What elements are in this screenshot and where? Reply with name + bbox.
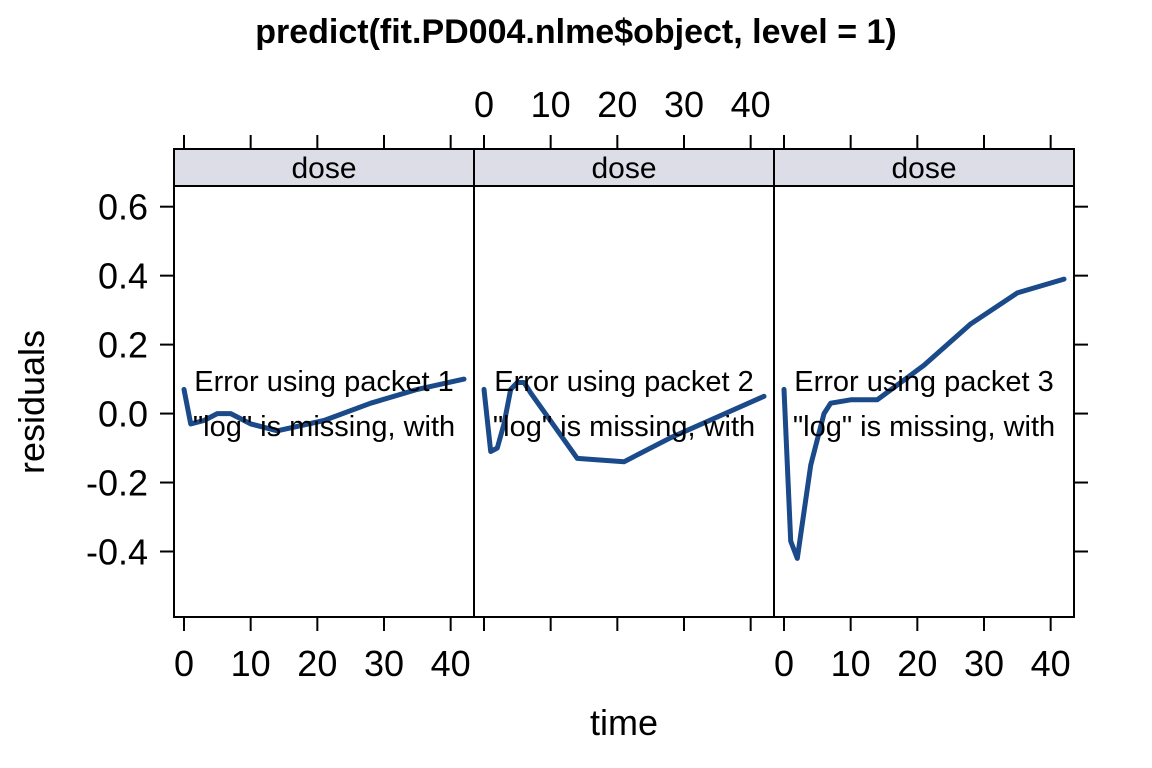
error-text-3-2: "log" is missing, with — [793, 411, 1055, 443]
y-tick-label-4: 0.4 — [98, 256, 148, 297]
x-tick-label-bottom-p3-3: 30 — [964, 643, 1004, 684]
chart-title: predict(fit.PD004.nlme$object, level = 1… — [255, 13, 897, 51]
strip-3 — [773, 148, 1075, 187]
y-tick-label-5: 0.6 — [98, 187, 148, 228]
x-tick-label-top-p2-1: 10 — [531, 84, 571, 125]
strip-label-3: dose — [891, 152, 956, 185]
error-text-3-1: Error using packet 3 — [794, 366, 1054, 398]
error-text-1-1: Error using packet 1 — [194, 366, 454, 398]
x-tick-label-bottom-p3-2: 20 — [897, 643, 937, 684]
y-axis: -0.4 -0.2 0.0 0.2 0.4 0.6 — [86, 187, 1088, 572]
x-tick-label-bottom-p3-0: 0 — [774, 643, 794, 684]
x-tick-label-top-p2-0: 0 — [474, 84, 494, 125]
x-tick-label-top-p2-4: 40 — [731, 84, 771, 125]
x-tick-label-bottom-p1-3: 30 — [364, 643, 404, 684]
x-tick-label-bottom-p3-4: 40 — [1031, 643, 1071, 684]
panel-2: dose Error using packet 2 "log" is missing… — [473, 148, 775, 618]
x-tick-label-bottom-p1-1: 10 — [231, 643, 271, 684]
series-line-panel-1 — [181, 376, 467, 434]
x-tick-label-bottom-p1-2: 20 — [297, 643, 337, 684]
strip-label-1: dose — [291, 152, 356, 185]
y-tick-label-3: 0.2 — [98, 325, 148, 366]
x-tick-label-bottom-p3-1: 10 — [831, 643, 871, 684]
x-tick-label-top-p2-3: 30 — [664, 84, 704, 125]
error-text-1-2: "log" is missing, with — [193, 411, 455, 443]
strip-label-2: dose — [591, 152, 656, 185]
strip-1 — [173, 148, 475, 187]
panel-3: dose Error using packet 3 "log" is missing… — [773, 148, 1075, 618]
panels: dose Error using packet 1 "log" is missing… — [173, 148, 1075, 618]
x-axes: 0 0 0 10 10 10 20 20 20 30 30 30 40 40 40 — [174, 84, 1071, 684]
y-tick-label-2: 0.0 — [98, 394, 148, 435]
x-tick-label-bottom-p1-0: 0 — [174, 643, 194, 684]
panel-frame-3 — [773, 185, 1075, 618]
panel-1: dose Error using packet 1 "log" is missing… — [173, 148, 475, 618]
panel-frame-2 — [473, 185, 775, 618]
y-tick-label-0: -0.4 — [86, 531, 148, 572]
y-axis-label: residuals — [11, 330, 52, 474]
error-text-2-2: "log" is missing, with — [493, 411, 755, 443]
series-line-panel-3 — [781, 276, 1067, 561]
x-tick-label-top-p2-2: 20 — [597, 84, 637, 125]
y-tick-label-1: -0.2 — [86, 463, 148, 504]
x-tick-label-bottom-p1-4: 40 — [431, 643, 471, 684]
series-line-panel-2 — [481, 380, 767, 465]
error-text-2-1: Error using packet 2 — [494, 366, 754, 398]
strip-2 — [473, 148, 775, 187]
x-axis-label: time — [590, 702, 658, 743]
panel-frame-1 — [173, 185, 475, 618]
